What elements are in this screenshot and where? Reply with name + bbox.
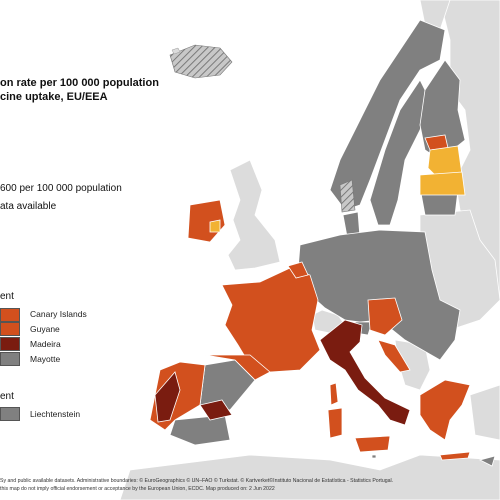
label-canary-islands: Canary Islands [30, 309, 87, 319]
legend-no-data: ata available [0, 201, 57, 212]
yellow-countries [209, 145, 466, 233]
hatched-regions [169, 44, 356, 213]
legend-threshold: 600 per 100 000 population [0, 183, 122, 194]
legend-item-madeira [0, 337, 20, 351]
footer-sources: Sy and public available datasets. Admini… [0, 478, 394, 484]
legend-item-liechtenstein [0, 407, 20, 421]
label-madeira: Madeira [30, 339, 61, 349]
legend-heading-outermost: ent [0, 291, 14, 302]
legend-heading-second: ent [0, 391, 14, 402]
dark-red-countries [154, 319, 411, 426]
legend-item-mayotte [0, 352, 20, 366]
swatch-guyane [0, 322, 20, 336]
swatch-canary-islands [0, 308, 20, 322]
swatch-mayotte [0, 352, 20, 366]
label-mayotte: Mayotte [30, 354, 61, 364]
map-title-line1: on rate per 100 000 population [0, 77, 159, 89]
swatch-liechtenstein [0, 407, 20, 421]
swatch-madeira [0, 337, 20, 351]
label-liechtenstein: Liechtenstein [30, 409, 81, 419]
legend-item-guyane [0, 322, 20, 336]
small-islands [171, 47, 181, 55]
map-title-line2: cine uptake, EU/EEA [0, 91, 108, 103]
legend-item-canary-islands [0, 308, 20, 322]
footer-disclaimer: this map do not imply official endorseme… [0, 486, 275, 492]
label-guyane: Guyane [30, 324, 60, 334]
